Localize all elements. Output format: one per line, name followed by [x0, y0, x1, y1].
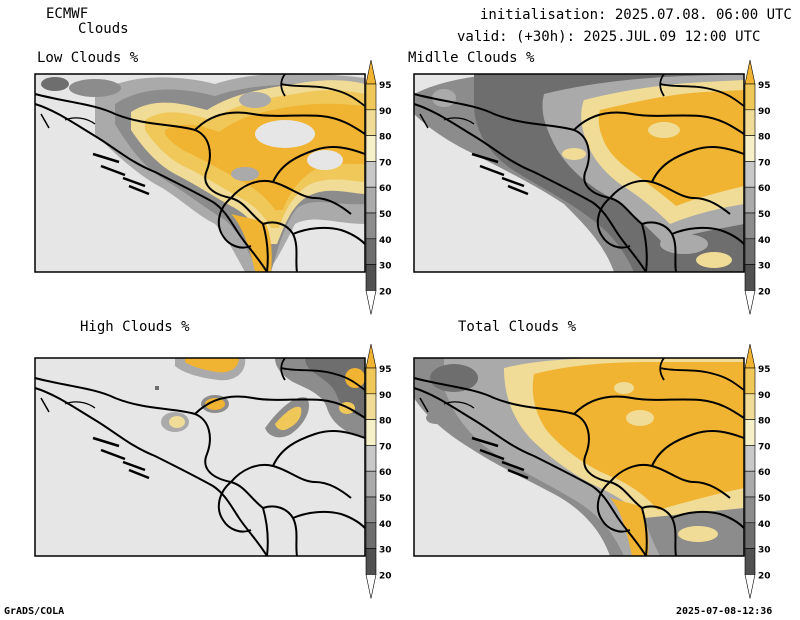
colorbar-tick-label: 50 [379, 210, 392, 220]
colorbar-arrow-top [365, 59, 377, 85]
colorbar-band [365, 109, 377, 136]
colorbar-band [365, 264, 377, 291]
panel-title-low: Low Clouds % [37, 50, 139, 66]
colorbar-tick-label: 80 [379, 417, 392, 427]
colorbar-tick-label: 80 [758, 133, 771, 143]
colorbar-band [365, 445, 377, 472]
colorbar-tick-label: 95 [758, 81, 771, 91]
colorbar-tick-label: 40 [758, 520, 771, 530]
colorbar-tick-label: 40 [379, 520, 392, 530]
colorbar-arrow-bottom [365, 290, 377, 315]
colorbar-band [744, 548, 756, 575]
colorbar-band [744, 522, 756, 549]
colorbar-tick-label: 30 [758, 546, 771, 556]
map-middle-clouds [412, 72, 746, 274]
colorbar-tick-label: 30 [379, 262, 392, 272]
colorbar-band [744, 212, 756, 240]
valid-time: valid: (+30h): 2025.JUL.09 12:00 UTC [457, 29, 761, 45]
colorbar-arrow-bottom [744, 574, 756, 599]
colorbar-tick-label: 95 [758, 365, 771, 375]
colorbar-tick-label: 70 [758, 442, 771, 452]
colorbar-tick-label: 70 [379, 158, 392, 168]
colorbar-tick-label: 95 [379, 365, 392, 375]
colorbar-tick-label: 40 [379, 236, 392, 246]
colorbar-band [365, 212, 377, 240]
colorbar-band [365, 393, 377, 420]
map-low-clouds [33, 72, 367, 274]
colorbar-band [744, 393, 756, 420]
colorbar-band [744, 83, 756, 111]
colorbar-band [365, 83, 377, 111]
map-total-clouds [412, 356, 746, 558]
colorbar-band [365, 470, 377, 498]
panel-title-middle: Midlle Clouds % [408, 50, 535, 66]
colorbar-band [744, 238, 756, 265]
colorbar-tick-label: 90 [758, 391, 771, 401]
colorbar-arrow-top [744, 343, 756, 369]
footer-timestamp: 2025-07-08-12:36 [676, 606, 773, 617]
colorbar-band [744, 186, 756, 214]
colorbar-band [744, 419, 756, 446]
init-time: initialisation: 2025.07.08. 06:00 UTC [480, 7, 792, 23]
colorbar-arrow-top [365, 343, 377, 369]
colorbar-band [365, 522, 377, 549]
colorbar-tick-label: 80 [379, 133, 392, 143]
colorbar-band [365, 238, 377, 265]
colorbar-band [365, 496, 377, 524]
colorbar-tick-label: 20 [379, 287, 392, 297]
product-name: Clouds [78, 21, 129, 37]
colorbar-band [744, 264, 756, 291]
colorbars: 95 90 80 70 60 50 40 30 20 95 90 80 70 60 50 40 30 20 95 90… [365, 59, 771, 599]
colorbar-tick-label: 50 [758, 210, 771, 220]
colorbar-tick-label: 30 [379, 546, 392, 556]
colorbar-band [365, 548, 377, 575]
colorbar-band [365, 367, 377, 395]
colorbar-band [365, 419, 377, 446]
colorbar-tick-label: 90 [758, 107, 771, 117]
colorbar-band [744, 161, 756, 188]
colorbar-band [744, 367, 756, 395]
colorbar-band [744, 445, 756, 472]
colorbar-tick-label: 70 [379, 442, 392, 452]
colorbar-tick-label: 20 [758, 571, 771, 581]
colorbar-tick-label: 30 [758, 262, 771, 272]
colorbar-tick-label: 70 [758, 158, 771, 168]
colorbar-band [365, 135, 377, 162]
panel-title-high: High Clouds % [80, 319, 190, 335]
model-name: ECMWF [46, 6, 89, 22]
colorbar-band [744, 496, 756, 524]
footer-software: GrADS/COLA [4, 606, 65, 617]
colorbar-tick-label: 50 [379, 494, 392, 504]
map-high-clouds [33, 356, 367, 558]
colorbar-tick-label: 60 [758, 468, 771, 478]
colorbar-tick-label: 20 [758, 287, 771, 297]
colorbar-band [744, 135, 756, 162]
panel-title-total: Total Clouds % [458, 319, 577, 335]
colorbar-arrow-top [744, 59, 756, 85]
colorbar-band [744, 109, 756, 136]
colorbar-tick-label: 40 [758, 236, 771, 246]
colorbar-tick-label: 50 [758, 494, 771, 504]
colorbar-tick-label: 20 [379, 571, 392, 581]
colorbar-tick-label: 60 [379, 184, 392, 194]
colorbar-tick-label: 60 [758, 184, 771, 194]
colorbar-band [365, 186, 377, 214]
colorbar-arrow-bottom [744, 290, 756, 315]
colorbar-band [744, 470, 756, 498]
colorbar-tick-label: 80 [758, 417, 771, 427]
colorbar-arrow-bottom [365, 574, 377, 599]
colorbar-tick-label: 60 [379, 468, 392, 478]
colorbar-tick-label: 90 [379, 391, 392, 401]
colorbar-tick-label: 95 [379, 81, 392, 91]
colorbar-tick-label: 90 [379, 107, 392, 117]
colorbar-band [365, 161, 377, 188]
